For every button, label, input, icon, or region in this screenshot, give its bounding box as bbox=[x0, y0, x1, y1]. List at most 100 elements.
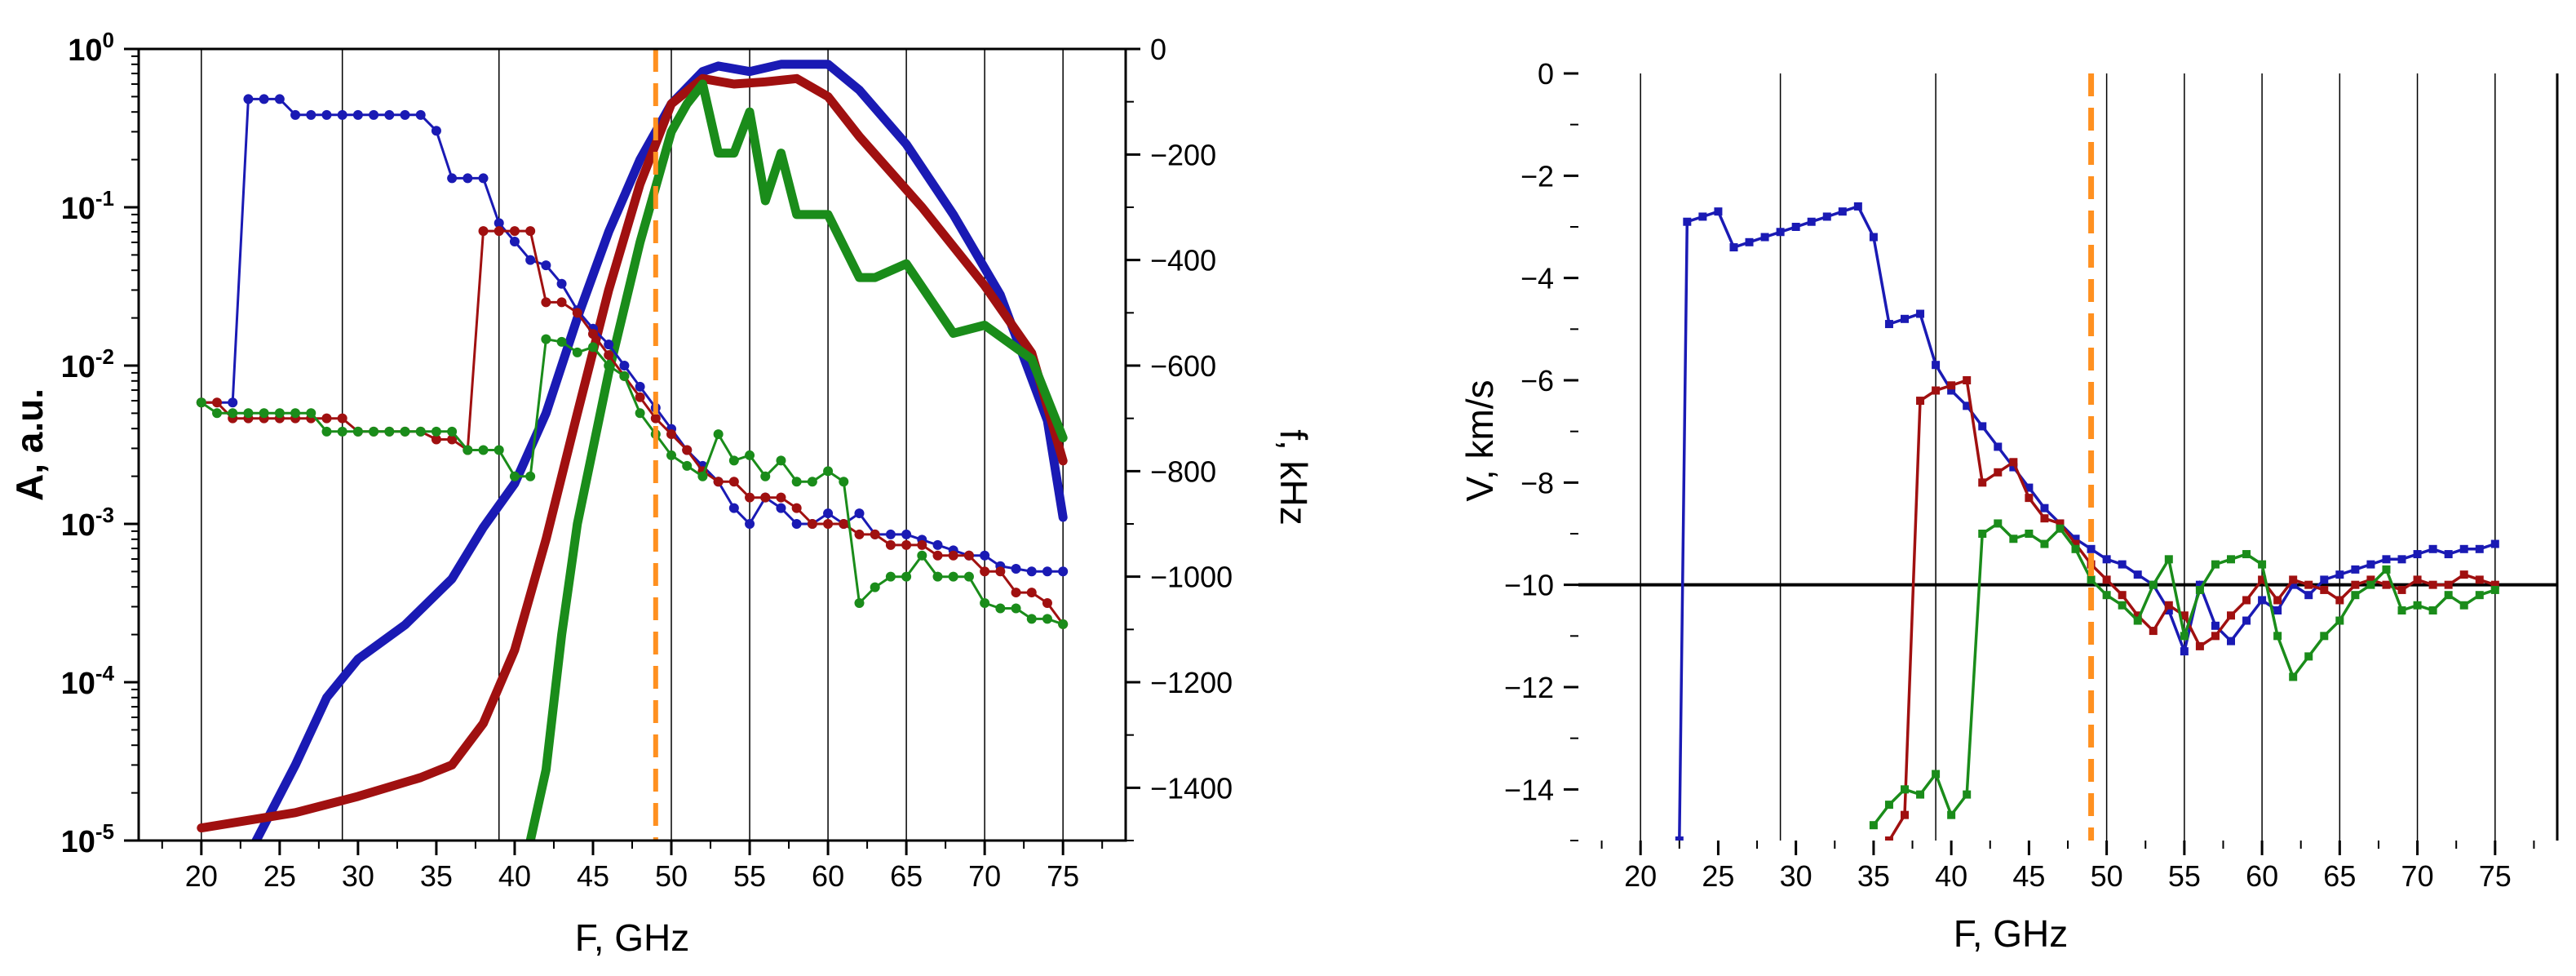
velocity-point bbox=[2025, 483, 2034, 492]
frequency-point bbox=[415, 109, 426, 120]
velocity-point bbox=[2273, 596, 2282, 605]
frequency-point bbox=[572, 347, 582, 357]
frequency-point bbox=[463, 173, 473, 184]
velocity-point bbox=[2071, 535, 2080, 543]
frequency-point bbox=[463, 445, 473, 455]
velocity-point bbox=[2475, 591, 2484, 600]
velocity-point bbox=[2289, 580, 2298, 589]
velocity-point bbox=[2118, 560, 2127, 569]
velocity-point bbox=[2304, 580, 2313, 589]
frequency-point bbox=[494, 226, 504, 237]
frequency-point bbox=[854, 598, 865, 608]
frequency-point bbox=[525, 471, 536, 481]
velocity-point bbox=[1714, 207, 1723, 216]
velocity-point bbox=[1978, 530, 1987, 538]
velocity-point bbox=[2102, 555, 2111, 564]
x-tick-label: 40 bbox=[1935, 859, 1967, 893]
frequency-point bbox=[447, 173, 458, 184]
frequency-point bbox=[556, 336, 567, 347]
frequency-point bbox=[666, 429, 677, 440]
velocity-point bbox=[2009, 458, 2018, 467]
frequency-point bbox=[745, 492, 755, 503]
velocity-point bbox=[1901, 785, 1909, 794]
y-tick-label: 10-5 bbox=[61, 819, 114, 859]
velocity-point bbox=[2320, 585, 2329, 594]
frequency-point bbox=[1042, 598, 1052, 608]
velocity-point bbox=[1683, 217, 1692, 226]
frequency-point bbox=[963, 571, 974, 582]
frequency-point bbox=[1042, 566, 1052, 577]
y-tick-label: −12 bbox=[1504, 671, 1554, 704]
frequency-point bbox=[823, 466, 834, 477]
velocity-point bbox=[2149, 627, 2158, 636]
velocity-point bbox=[1947, 381, 1956, 390]
frequency-point bbox=[854, 529, 865, 539]
frequency-point bbox=[745, 450, 755, 460]
y-right-tick-label: −600 bbox=[1150, 349, 1216, 383]
frequency-point bbox=[587, 342, 598, 353]
velocity-curves bbox=[1675, 202, 2499, 841]
x-tick-label: 65 bbox=[890, 859, 923, 893]
frequency-point bbox=[212, 397, 223, 408]
frequency-point bbox=[635, 408, 645, 419]
y-axis-right-label: f, kHz bbox=[1273, 429, 1315, 526]
velocity-point bbox=[2056, 519, 2065, 528]
frequency-point bbox=[572, 308, 582, 318]
frequency-point bbox=[760, 471, 771, 481]
x-axis-ticks: 20 25 30 35 40 45 50 55 60 65 70 75 bbox=[161, 841, 1104, 893]
frequency-point bbox=[901, 571, 912, 582]
velocity-point bbox=[2428, 544, 2437, 553]
velocity-point bbox=[2490, 580, 2499, 589]
frequency-point bbox=[431, 426, 441, 437]
y-tick-label: −8 bbox=[1520, 466, 1554, 499]
x-axis-ticks: 20 25 30 35 40 45 50 55 60 65 70 75 bbox=[1600, 841, 2535, 893]
velocity-point bbox=[2242, 596, 2251, 605]
velocity-point bbox=[2025, 530, 2034, 538]
velocity-point bbox=[1884, 801, 1893, 810]
frequency-point bbox=[352, 426, 363, 437]
frequency-curves bbox=[196, 94, 1069, 629]
frequency-point bbox=[556, 278, 567, 289]
frequency-point bbox=[823, 508, 834, 519]
velocity-point bbox=[1994, 442, 2003, 451]
velocity-point bbox=[2490, 539, 2499, 548]
frequency-point bbox=[1026, 566, 1037, 577]
frequency-point bbox=[478, 173, 489, 184]
velocity-point bbox=[2227, 637, 2235, 645]
frequency-point bbox=[1026, 614, 1037, 624]
velocity-point bbox=[1963, 376, 1972, 384]
velocity-point bbox=[1853, 202, 1862, 211]
y-tick-label: −2 bbox=[1520, 159, 1554, 193]
velocity-point bbox=[2071, 544, 2080, 553]
x-tick-label: 55 bbox=[733, 859, 766, 893]
frequency-point bbox=[384, 109, 395, 120]
velocity-point bbox=[2102, 575, 2111, 584]
frequency-point bbox=[1011, 563, 1021, 574]
frequency-point bbox=[494, 445, 504, 455]
y-right-tick-label: −1400 bbox=[1150, 771, 1233, 805]
y-tick-label: 0 bbox=[1538, 57, 1554, 91]
velocity-point bbox=[1963, 401, 1972, 410]
frequency-point bbox=[321, 426, 332, 437]
frequency-point bbox=[369, 109, 379, 120]
x-tick-label: 45 bbox=[577, 859, 609, 893]
velocity-point bbox=[2428, 580, 2437, 589]
frequency-point bbox=[604, 361, 614, 370]
frequency-point bbox=[776, 455, 786, 466]
frequency-point bbox=[728, 503, 739, 513]
frequency-point bbox=[682, 445, 693, 455]
frequency-point bbox=[259, 94, 269, 104]
frequency-point bbox=[290, 408, 301, 419]
velocity-point bbox=[2366, 560, 2375, 569]
frequency-point bbox=[587, 329, 598, 339]
velocity-point bbox=[1729, 243, 1738, 252]
frequency-point bbox=[728, 455, 739, 466]
velocity-point bbox=[2180, 632, 2189, 641]
frequency-point bbox=[807, 477, 817, 487]
frequency-point bbox=[274, 408, 285, 419]
frequency-point bbox=[697, 471, 708, 481]
velocity-point bbox=[2444, 591, 2453, 600]
x-tick-label: 70 bbox=[2401, 859, 2434, 893]
frequency-point bbox=[415, 426, 426, 437]
frequency-point bbox=[885, 529, 896, 539]
